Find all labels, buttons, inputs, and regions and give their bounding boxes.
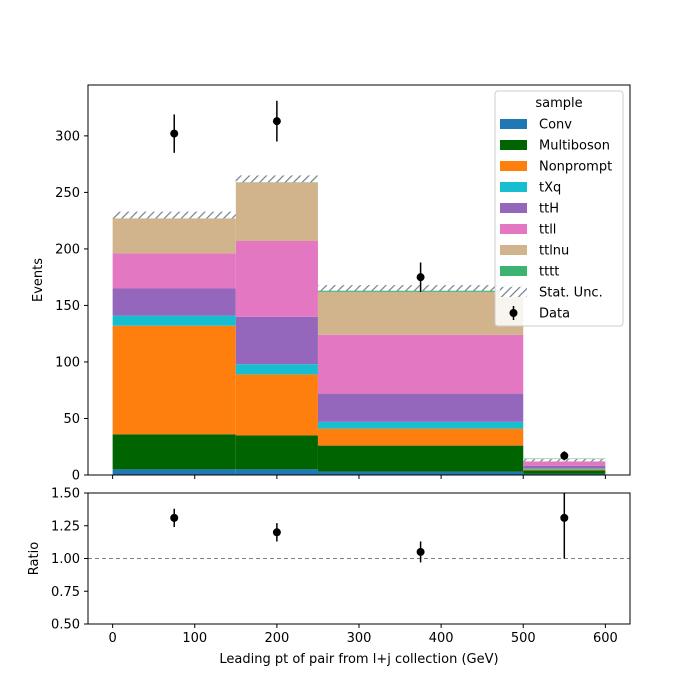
ratio-point: [416, 547, 425, 556]
bar-tth-bin-3: [523, 465, 606, 469]
bar-ttll-bin-3: [523, 461, 606, 466]
bar-nonprompt-bin-3: [523, 469, 606, 471]
ratio-point: [560, 513, 569, 522]
data-points: [170, 100, 569, 461]
data-point: [272, 117, 281, 126]
bar-ttll-bin-2: [317, 334, 524, 394]
x-tick-label: 400: [429, 631, 454, 646]
ratio-point: [170, 513, 179, 522]
ratio-y-tick-label: 1.00: [51, 552, 80, 567]
ratio-plot-panel: 0.50 0.75 1.00 1.25 1.50 0 100 200 300 400 500 600…: [27, 487, 631, 667]
y-tick-label: 50: [63, 412, 80, 427]
legend-swatch-ttlnu: [500, 245, 527, 255]
x-tick-label: 300: [347, 631, 372, 646]
bar-multiboson-bin-2: [317, 445, 524, 472]
bar-multiboson-bin-3: [523, 470, 606, 474]
bar-tth-bin-0: [112, 288, 236, 316]
bar-ttlnu-bin-0: [112, 217, 236, 254]
x-tick-label: 0: [108, 631, 116, 646]
main-x-ticks: [112, 475, 606, 479]
bar-ttll-bin-1: [235, 241, 318, 317]
bar-txq-bin-1: [235, 364, 318, 375]
bar-nonprompt-bin-1: [235, 374, 318, 436]
x-tick-label: 200: [264, 631, 289, 646]
ratio-y-tick-label: 0.50: [51, 618, 80, 633]
bar-txq-bin-3: [523, 468, 606, 470]
bar-txq-bin-2: [317, 421, 524, 429]
legend-label-txq: tXq: [539, 181, 561, 196]
ratio-y-ticks: 0.50 0.75 1.00 1.25 1.50: [51, 487, 88, 633]
stat-unc-band-bin-1: [235, 175, 318, 183]
bar-conv-bin-1: [235, 469, 318, 475]
x-tick-label: 600: [593, 631, 618, 646]
legend-swatch-conv: [500, 119, 527, 129]
y-tick-label: 0: [72, 469, 80, 484]
legend-swatch-tth: [500, 203, 527, 213]
ratio-plot-frame: [87, 492, 631, 625]
main-y-ticks: 0 50 100 150 200 250 300: [55, 129, 88, 484]
legend-title: sample: [535, 96, 582, 111]
bar-ttll-bin-0: [112, 253, 236, 289]
ratio-point: [272, 528, 281, 537]
bar-conv-bin-2: [317, 471, 524, 475]
legend-swatch-ttll: [500, 224, 527, 234]
ratio-y-tick-label: 1.25: [51, 519, 80, 534]
legend-label-conv: Conv: [539, 118, 572, 133]
legend-data-marker: [509, 309, 518, 317]
legend-swatch-tttt: [500, 266, 527, 276]
legend-label-nonprompt: Nonprompt: [539, 160, 612, 175]
legend-label-ttlnu: ttlnu: [539, 244, 569, 259]
y-tick-label: 200: [55, 242, 80, 257]
bar-tth-bin-1: [235, 316, 318, 365]
main-y-axis-label: Events: [31, 258, 46, 302]
legend-swatch-multiboson: [500, 140, 527, 150]
legend-label-tttt: tttt: [539, 265, 559, 280]
y-tick-label: 150: [55, 299, 80, 314]
bar-nonprompt-bin-2: [317, 428, 524, 446]
legend-items: Conv Multiboson Nonprompt tXq ttH ttll ttlnu tt…: [500, 118, 612, 322]
x-tick-label: 100: [182, 631, 207, 646]
legend-swatch-txq: [500, 182, 527, 192]
legend-swatch-nonprompt: [500, 161, 527, 171]
bar-nonprompt-bin-0: [112, 325, 236, 435]
bar-multiboson-bin-1: [235, 435, 318, 470]
legend-label-data: Data: [539, 307, 570, 322]
bar-multiboson-bin-0: [112, 434, 236, 470]
ratio-x-ticks: 0 100 200 300 400 500 600: [108, 624, 618, 646]
ratio-y-axis-label: Ratio: [27, 542, 42, 575]
legend-label-ttll: ttll: [539, 223, 556, 238]
data-point: [416, 273, 425, 282]
legend-label-tth: ttH: [539, 202, 559, 217]
bar-txq-bin-0: [112, 315, 236, 326]
legend-label-multiboson: Multiboson: [539, 139, 610, 154]
y-tick-label: 100: [55, 355, 80, 370]
ratio-points: [170, 493, 569, 563]
y-tick-label: 300: [55, 129, 80, 144]
legend-label-stat-unc: Stat. Unc.: [539, 286, 603, 301]
bar-ttlnu-bin-2: [317, 291, 524, 335]
bar-conv-bin-0: [112, 469, 236, 475]
stacked-bars: [112, 178, 606, 475]
y-tick-label: 250: [55, 186, 80, 201]
bar-tth-bin-2: [317, 393, 524, 422]
x-tick-label: 500: [511, 631, 536, 646]
bar-ttlnu-bin-1: [235, 182, 318, 241]
x-axis-label: Leading pt of pair from l+j collection (…: [219, 652, 498, 667]
legend: sample Conv Multiboson Nonprompt tXq ttH ttll…: [494, 90, 624, 327]
bar-conv-bin-3: [523, 473, 606, 475]
stat-unc-band-bin-0: [112, 211, 236, 219]
data-point: [170, 129, 179, 138]
ratio-y-tick-label: 0.75: [51, 585, 80, 600]
legend-swatch-stat-unc: [500, 287, 527, 297]
data-point: [560, 451, 569, 460]
main-plot-panel: 0 50 100 150 200 250 300 Events sample Conv Mul…: [31, 84, 631, 484]
ratio-y-tick-label: 1.50: [51, 487, 80, 502]
